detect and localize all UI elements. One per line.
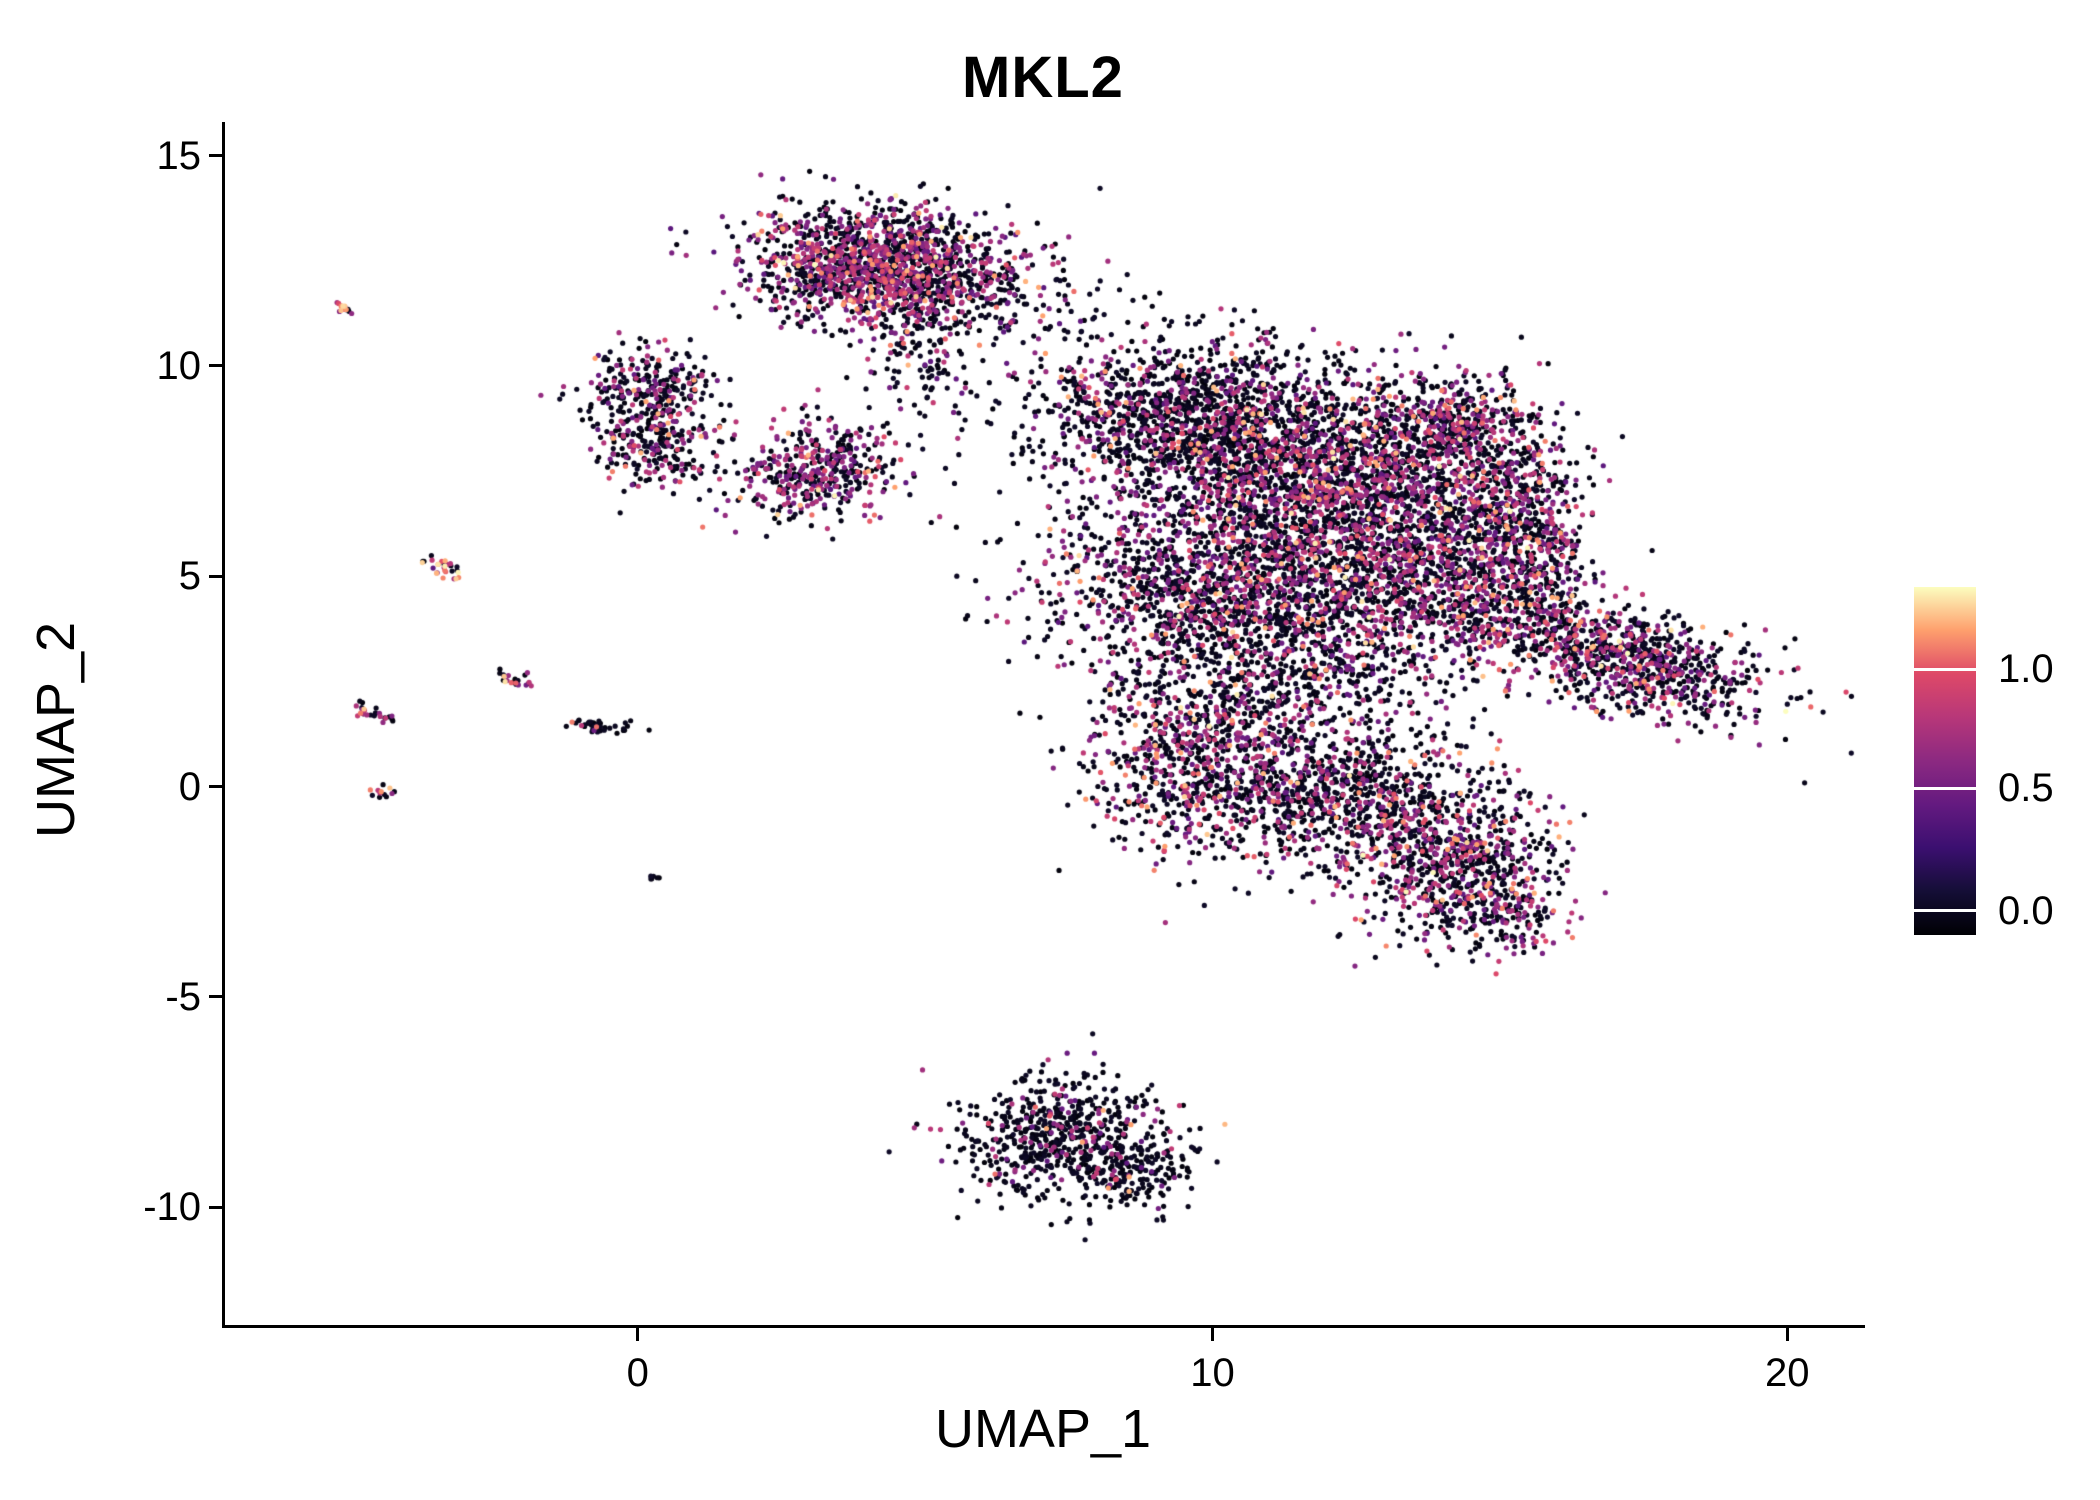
y-tick-mark <box>209 364 222 368</box>
colorbar-tick-label: 0.0 <box>1998 888 2054 933</box>
plot-title: MKL2 <box>962 45 1124 110</box>
y-tick-label: -5 <box>165 974 201 1019</box>
y-tick-mark <box>209 995 222 999</box>
x-tick-label: 0 <box>626 1351 649 1395</box>
y-tick-mark <box>209 785 222 789</box>
x-axis-title: UMAP_1 <box>934 1399 1152 1459</box>
y-tick-label: 5 <box>178 554 201 599</box>
colorbar-tick-label: 1.0 <box>1998 647 2054 692</box>
y-tick-label: 0 <box>178 764 201 809</box>
x-tick-label: 20 <box>1765 1351 1810 1395</box>
y-tick-mark <box>209 574 222 578</box>
x-tick-mark <box>636 1328 640 1341</box>
x-axis-line <box>222 1325 1865 1328</box>
y-tick-label: 15 <box>156 133 202 178</box>
colorbar-gradient <box>1914 587 1976 935</box>
x-tick-mark <box>1211 1328 1215 1341</box>
x-tick-label: 10 <box>1190 1351 1235 1395</box>
colorbar-tick-line <box>1914 786 1976 790</box>
colorbar-tick-line <box>1914 909 1976 913</box>
y-tick-label: 10 <box>156 343 202 388</box>
colorbar-tick-line <box>1914 667 1976 671</box>
y-axis-line <box>222 122 225 1328</box>
colorbar-tick-label: 0.5 <box>1998 766 2054 811</box>
x-tick-mark <box>1785 1328 1789 1341</box>
y-tick-mark <box>209 1205 222 1209</box>
y-axis-title: UMAP_2 <box>26 621 86 839</box>
y-tick-label: -10 <box>143 1185 201 1230</box>
y-tick-mark <box>209 154 222 158</box>
